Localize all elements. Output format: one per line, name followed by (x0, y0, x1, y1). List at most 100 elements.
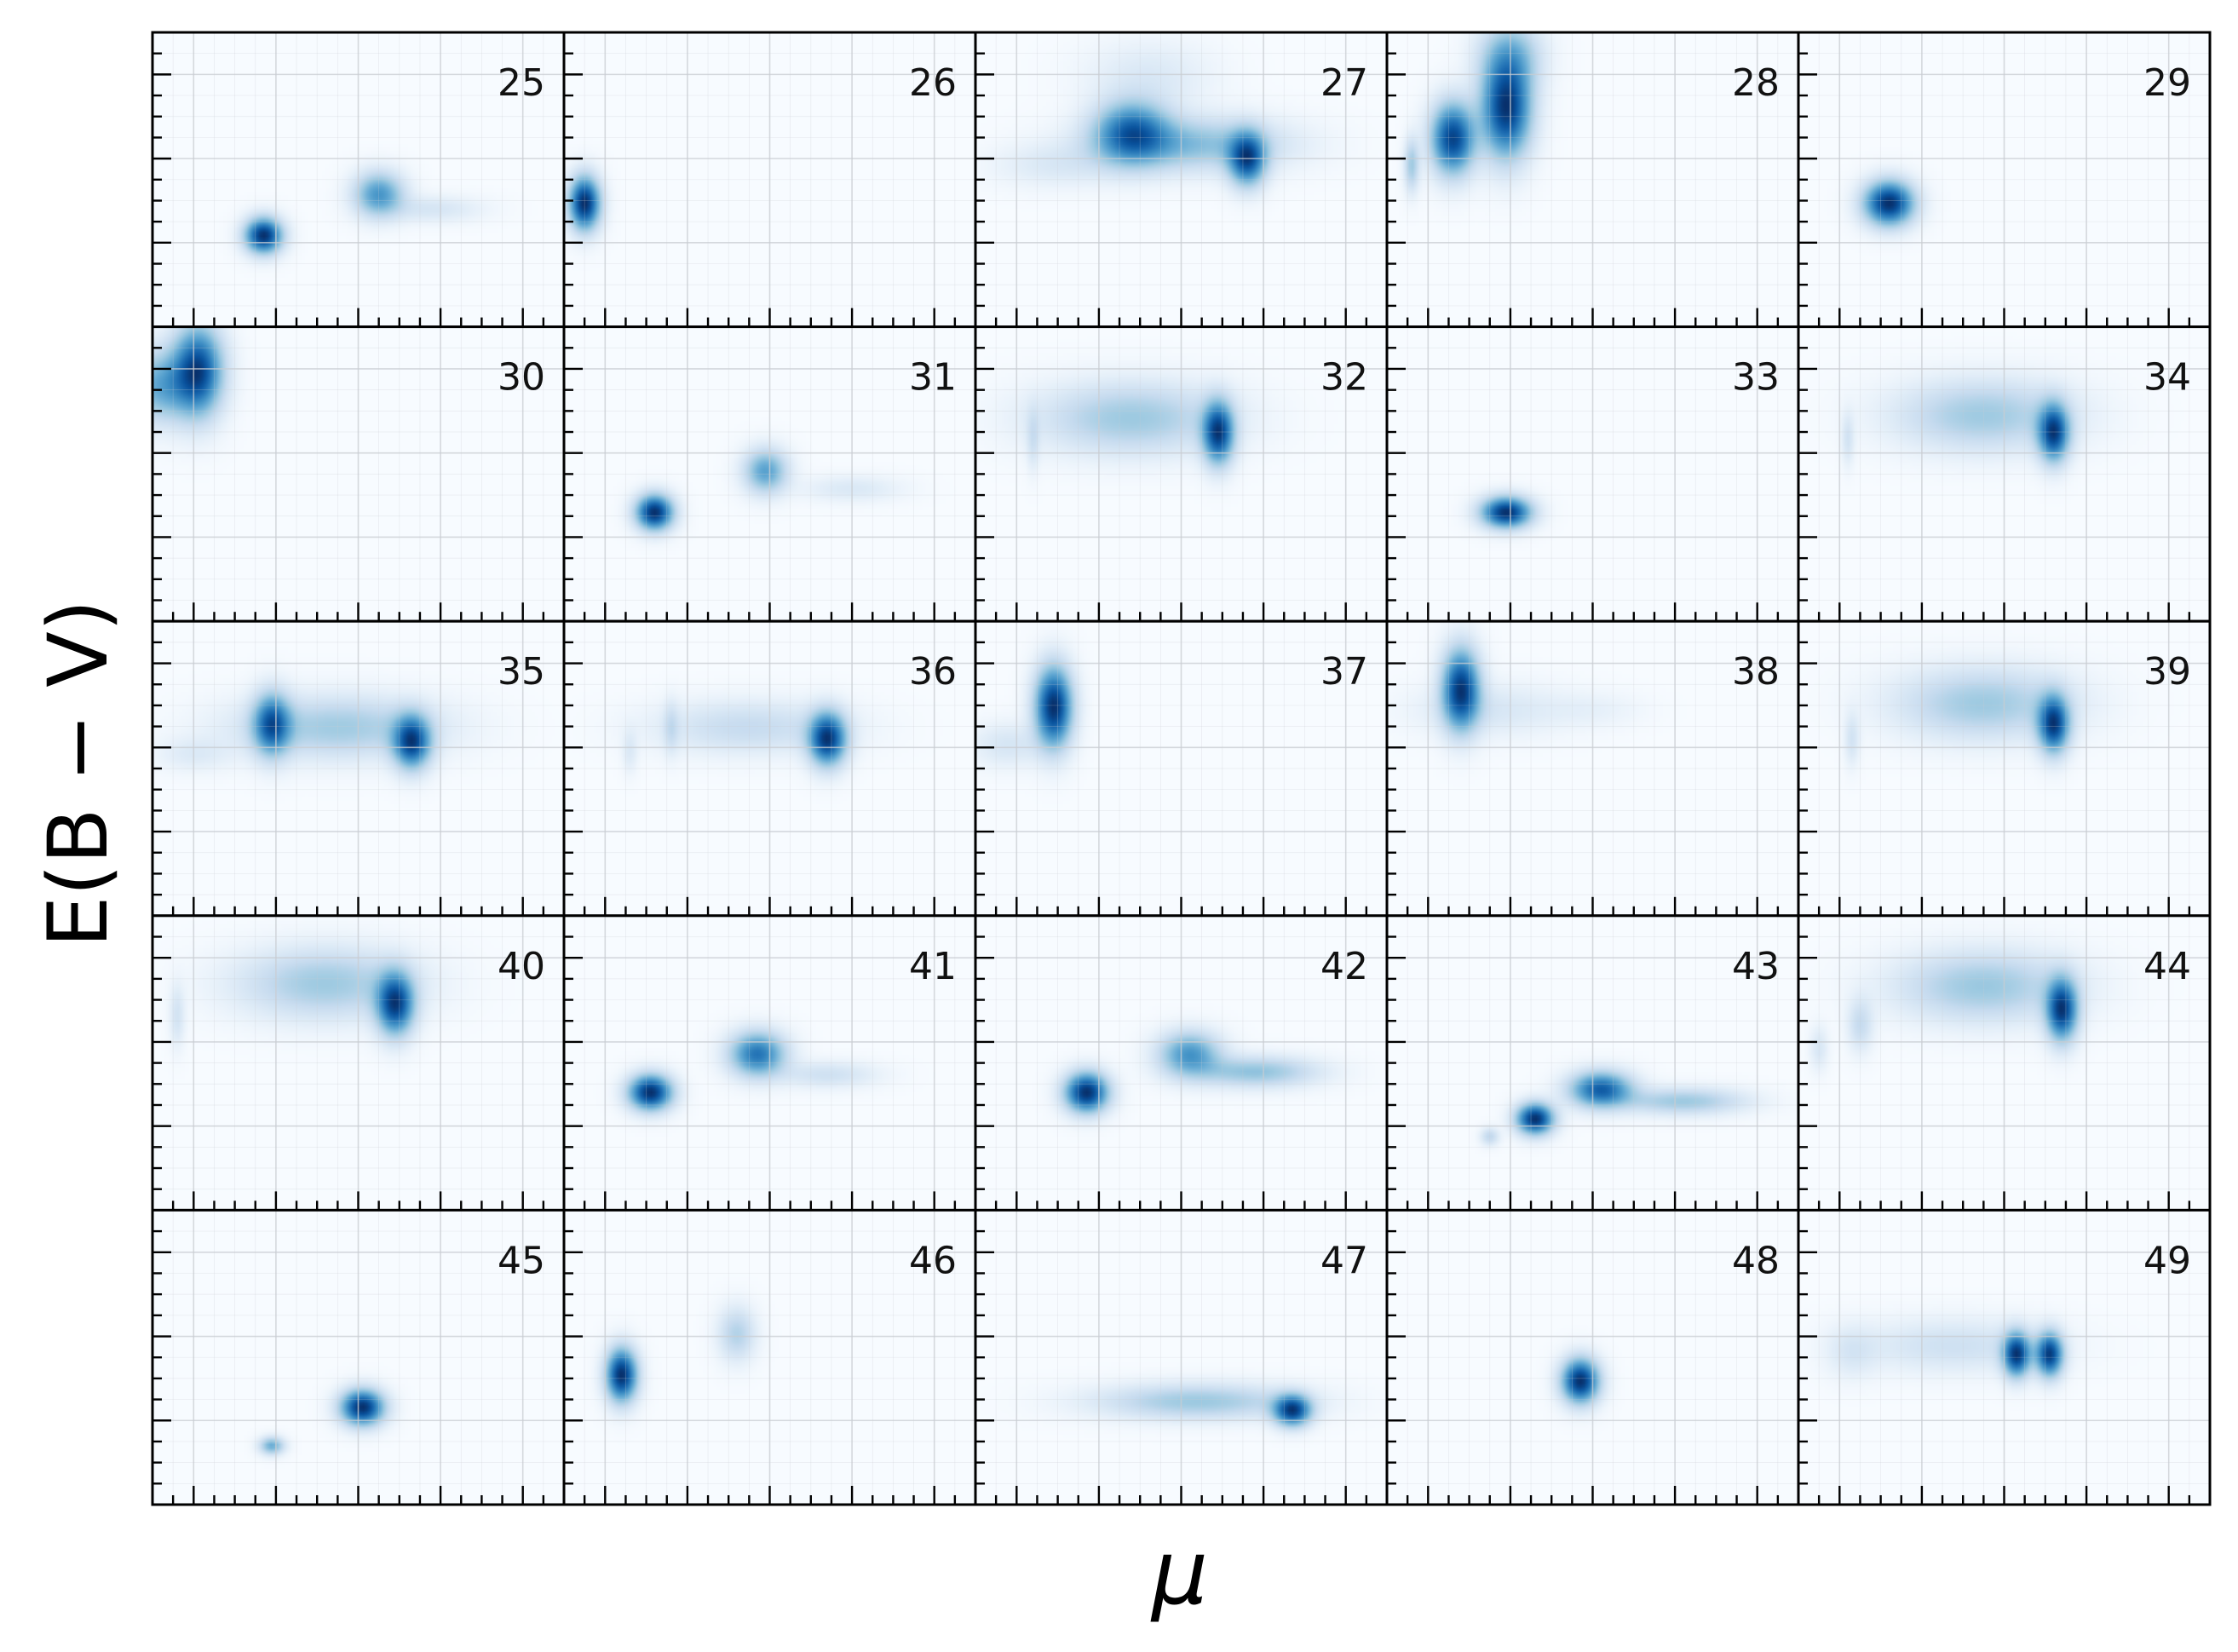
grid-41 (564, 915, 975, 1211)
ticks-26 (564, 52, 957, 327)
grid-36 (564, 621, 975, 916)
panel-40: 40 (151, 914, 566, 1212)
ticks-30 (152, 347, 545, 622)
grid-49 (1798, 1210, 2210, 1505)
grid-33 (1387, 326, 1798, 622)
ticks-43 (1387, 935, 1780, 1211)
panel-35: 35 (151, 619, 566, 918)
grid-30 (152, 326, 564, 622)
panel-label: 33 (1732, 356, 1780, 400)
ticks-47 (975, 1229, 1368, 1505)
panel-label: 28 (1732, 61, 1780, 105)
panel-31: 31 (562, 325, 977, 623)
ticks-37 (975, 641, 1368, 916)
grid-40 (152, 915, 564, 1211)
panel-41: 41 (562, 914, 977, 1212)
grid-25 (152, 32, 564, 327)
panel-25: 25 (151, 31, 566, 329)
panel-label: 49 (2143, 1239, 2191, 1282)
panel-37: 37 (974, 619, 1389, 918)
ticks-42 (975, 935, 1368, 1211)
panel-45: 45 (151, 1208, 566, 1506)
ticks-34 (1798, 347, 2191, 622)
ticks-32 (975, 347, 1368, 622)
panel-label: 39 (2143, 650, 2191, 694)
grid-48 (1387, 1210, 1798, 1505)
grid-26 (564, 32, 975, 327)
grid-32 (975, 326, 1387, 622)
panel-32: 32 (974, 325, 1389, 623)
panel-label: 40 (498, 945, 545, 988)
ticks-38 (1387, 641, 1780, 916)
grid-44 (1798, 915, 2210, 1211)
panel-26: 26 (562, 31, 977, 329)
grid-35 (152, 621, 564, 916)
ticks-35 (152, 641, 545, 916)
y-axis-label: E(B − V) (31, 600, 126, 948)
panel-36: 36 (562, 619, 977, 918)
panel-38: 38 (1385, 619, 1800, 918)
grid-43 (1387, 915, 1798, 1211)
ticks-41 (564, 935, 957, 1211)
panel-48: 48 (1385, 1208, 1800, 1506)
panel-27: 27 (974, 31, 1389, 329)
panel-label: 38 (1732, 650, 1780, 694)
x-axis-label: μ (1150, 1521, 1208, 1625)
ticks-36 (564, 641, 957, 916)
ticks-28 (1387, 52, 1780, 327)
grid-28 (1387, 32, 1798, 327)
panels-grid: 25 26 27 28 29 30 31 32 33 34 35 36 37 38 39 40 41 42 43 44… (151, 31, 2212, 1506)
grid-38 (1387, 621, 1798, 916)
grid-27 (975, 32, 1387, 327)
panel-label: 25 (498, 61, 545, 105)
panel-label: 32 (1320, 356, 1368, 400)
panel-label: 47 (1320, 1239, 1368, 1282)
grid-47 (975, 1210, 1387, 1505)
grid-39 (1798, 621, 2210, 916)
panel-label: 29 (2143, 61, 2191, 105)
panel-label: 42 (1320, 945, 1368, 988)
panel-44: 44 (1797, 914, 2212, 1212)
ticks-33 (1387, 347, 1780, 622)
grid-42 (975, 915, 1387, 1211)
ticks-39 (1798, 641, 2191, 916)
panel-34: 34 (1797, 325, 2212, 623)
panel-label: 27 (1320, 61, 1368, 105)
ticks-25 (152, 52, 545, 327)
grid-31 (564, 326, 975, 622)
panel-28: 28 (1385, 31, 1800, 329)
panel-43: 43 (1385, 914, 1800, 1212)
panel-33: 33 (1385, 325, 1800, 623)
grid-29 (1798, 32, 2210, 327)
ticks-40 (152, 935, 545, 1211)
panel-label: 34 (2143, 356, 2191, 400)
panel-label: 43 (1732, 945, 1780, 988)
ticks-44 (1798, 935, 2191, 1211)
panel-47: 47 (974, 1208, 1389, 1506)
panel-label: 35 (498, 650, 545, 694)
panel-label: 36 (909, 650, 957, 694)
panel-label: 45 (498, 1239, 545, 1282)
ticks-48 (1387, 1229, 1780, 1505)
panel-29: 29 (1797, 31, 2212, 329)
panel-label: 44 (2143, 945, 2191, 988)
panel-label: 31 (909, 356, 957, 400)
ticks-29 (1798, 52, 2191, 327)
ticks-49 (1798, 1229, 2191, 1505)
grid-46 (564, 1210, 975, 1505)
panel-49: 49 (1797, 1208, 2212, 1506)
grid-45 (152, 1210, 564, 1505)
panel-46: 46 (562, 1208, 977, 1506)
panel-label: 48 (1732, 1239, 1780, 1282)
panel-label: 30 (498, 356, 545, 400)
ticks-46 (564, 1229, 957, 1505)
panel-42: 42 (974, 914, 1389, 1212)
panel-label: 26 (909, 61, 957, 105)
ticks-31 (564, 347, 957, 622)
panel-label: 46 (909, 1239, 957, 1282)
panel-30: 30 (151, 325, 566, 623)
grid-37 (975, 621, 1387, 916)
panel-39: 39 (1797, 619, 2212, 918)
ticks-45 (152, 1229, 545, 1505)
